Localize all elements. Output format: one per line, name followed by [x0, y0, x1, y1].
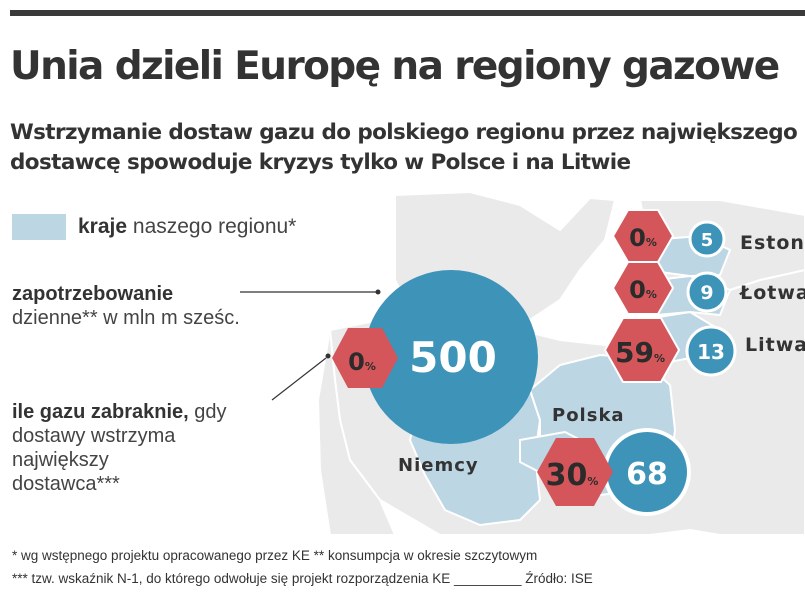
lithuania-demand-circle	[685, 325, 737, 377]
shortage-leader-dot	[325, 353, 331, 359]
shortage-leader-line	[271, 357, 327, 401]
estonia-demand-value: 5	[701, 230, 714, 251]
latvia-label: Łotwa	[739, 282, 805, 304]
shortage-label: ile gazu zabraknie, gdy dostawy wstrzyma…	[12, 400, 227, 496]
subtitle-line-2: dostawcę spowoduje kryzys tylko w Polsce…	[10, 150, 631, 175]
shortage-label-rest-1: gdy	[194, 401, 227, 423]
subtitle-line-1: Wstrzymanie dostaw gazu do polskiego reg…	[10, 120, 798, 145]
germany-demand-circle	[364, 270, 538, 444]
germany-marker: 500 0%	[332, 270, 538, 444]
latvia-marker: 9 0%	[611, 261, 728, 315]
legend-label: kraje naszego regionu*	[78, 215, 296, 239]
legend-label-rest: naszego regionu*	[132, 215, 297, 238]
germany-label: Niemcy	[398, 455, 479, 476]
latvia-shortage-value: 0%	[629, 276, 657, 304]
poland-shortage-hex	[537, 438, 613, 506]
poland-demand-circle	[607, 432, 687, 512]
lithuania-label: Litwa	[745, 334, 805, 356]
lithuania-shortage-value: 59%	[615, 336, 665, 369]
footnote-line-2: *** tzw. wskaźnik N-1, do którego odwołu…	[12, 571, 593, 586]
legend-label-bold: kraje	[78, 215, 128, 238]
poland-demand-value: 68	[626, 457, 668, 492]
legend-region-swatch	[12, 214, 66, 240]
demand-leader-dot	[375, 289, 381, 295]
latvia-demand-circle	[686, 271, 728, 313]
estonia-shortage-value: 0%	[629, 224, 657, 252]
estonia-shortage-hex	[611, 209, 675, 263]
estonia-marker: 5 0%	[611, 209, 726, 263]
demand-label-bold: zapotrzebowanie	[12, 283, 174, 305]
top-rule	[10, 10, 805, 16]
demand-label-rest: dzienne** w mln m sześc.	[12, 307, 240, 329]
lithuania-shortage-hex	[603, 317, 681, 383]
infographic-title: Unia dzieli Europę na regiony gazowe	[10, 44, 780, 89]
estonia-demand-circle	[688, 220, 726, 258]
germany-demand-value: 500	[409, 333, 497, 382]
lithuania-marker: 13 59%	[603, 317, 737, 383]
footnote-line-1: * wg wstępnego projektu opracowanego prz…	[12, 548, 538, 563]
shortage-label-bold: ile gazu zabraknie,	[12, 401, 189, 423]
poland-marker: 68 30%	[537, 428, 691, 516]
demand-label: zapotrzebowanie dzienne** w mln m sześc.	[12, 282, 240, 330]
land-west	[316, 329, 397, 536]
germany-shortage-value: 0%	[348, 348, 376, 376]
latvia-demand-value: 9	[700, 282, 713, 304]
lithuania-demand-value: 13	[697, 340, 725, 364]
shortage-label-rest-3: największy	[12, 449, 109, 471]
shortage-label-rest-2: dostawy wstrzyma	[12, 425, 176, 447]
germany-shortage-hex	[332, 328, 398, 388]
estonia-label: Estonia	[740, 232, 805, 254]
poland-label: Polska	[552, 405, 625, 426]
shortage-label-rest-4: dostawca***	[12, 473, 120, 495]
infographic-subtitle: Wstrzymanie dostaw gazu do polskiego reg…	[10, 118, 805, 178]
poland-shortage-value: 30%	[546, 458, 599, 493]
